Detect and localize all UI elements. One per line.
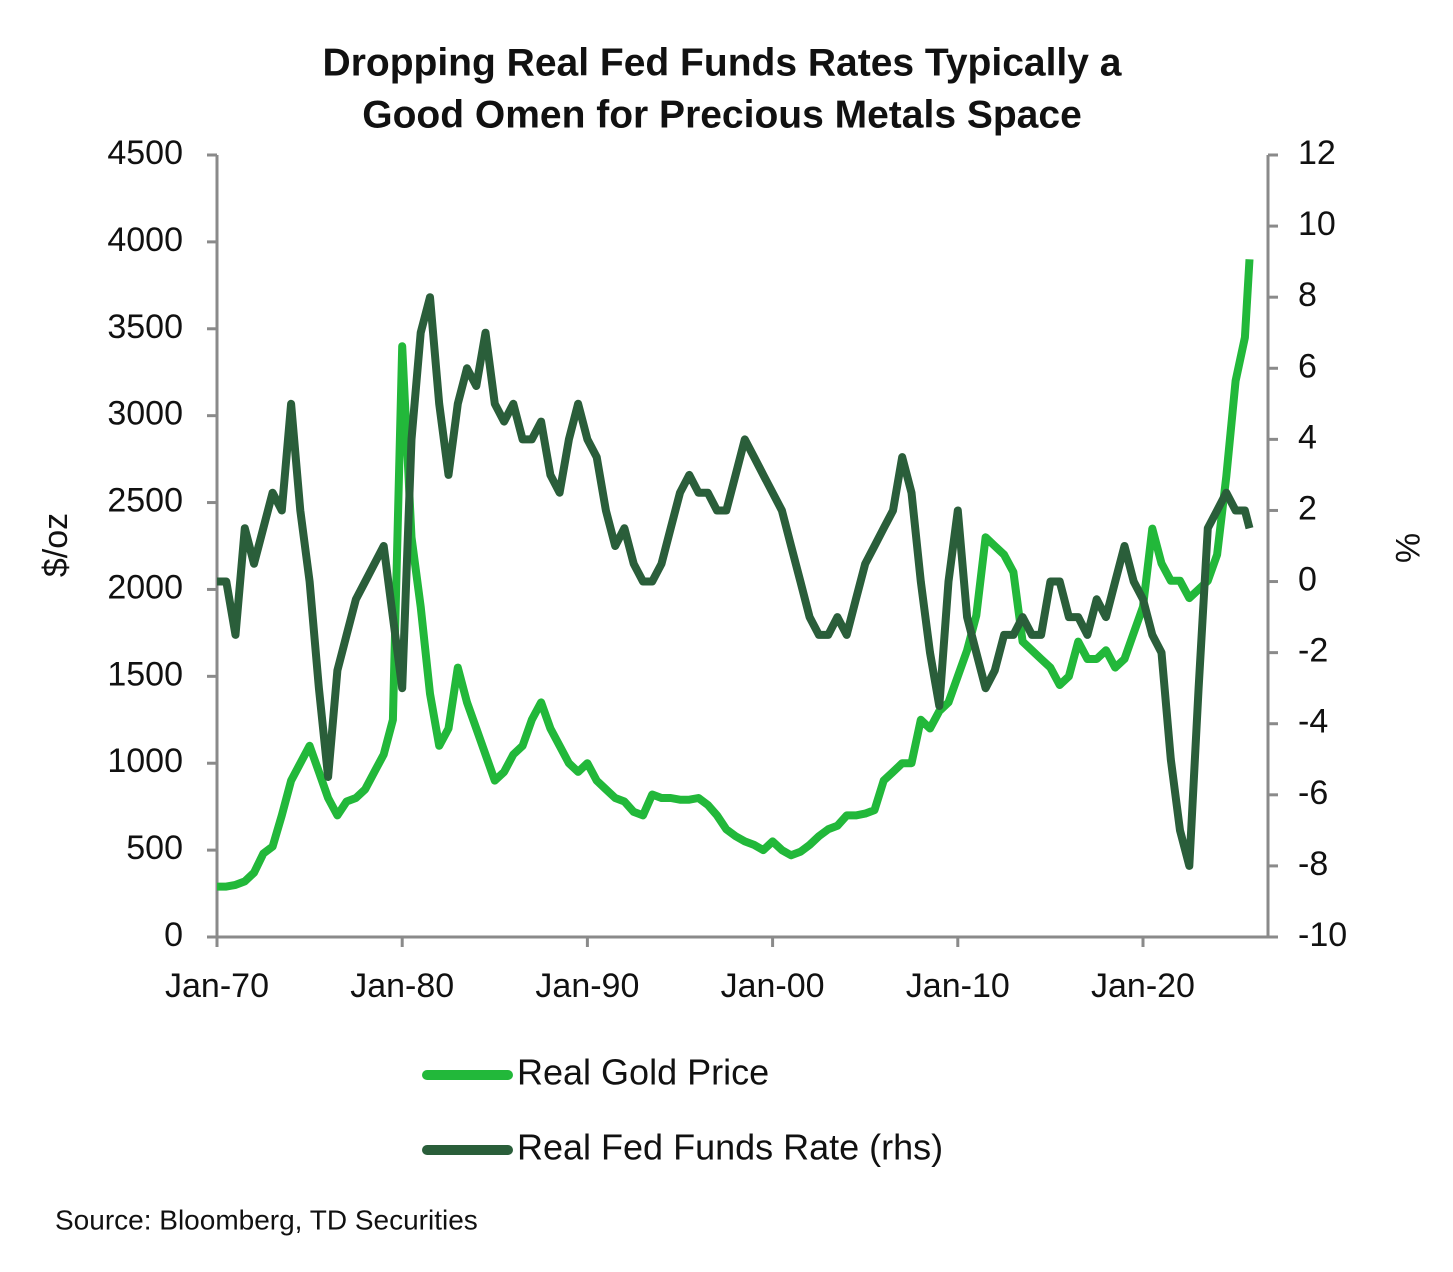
- x-tick-label: Jan-20: [1091, 967, 1195, 1005]
- x-tick-label: Jan-90: [535, 967, 639, 1005]
- chart-title: Good Omen for Precious Metals Space: [362, 93, 1082, 136]
- legend-label: Real Gold Price: [517, 1052, 769, 1093]
- y-tick-label: 1500: [107, 655, 183, 693]
- y-tick-label: 1000: [107, 742, 183, 780]
- y2-tick-label: -2: [1298, 632, 1328, 670]
- x-tick-label: Jan-80: [350, 967, 454, 1005]
- y2-tick-label: 8: [1298, 276, 1317, 314]
- chart-title: Dropping Real Fed Funds Rates Typically …: [323, 41, 1122, 84]
- y-tick-label: 4000: [107, 221, 183, 259]
- y-tick-label: 0: [164, 916, 183, 954]
- y-tick-label: 500: [126, 829, 183, 867]
- data-line: [217, 259, 1254, 891]
- y-axis-title: $/oz: [37, 513, 75, 577]
- y2-tick-label: 0: [1298, 561, 1317, 599]
- source-note: Source: Bloomberg, TD Securities: [55, 1204, 478, 1235]
- y2-tick-label: -10: [1298, 916, 1347, 954]
- y-tick-label: 2500: [107, 482, 183, 520]
- data-line: [217, 293, 1254, 870]
- y-tick-label: 2000: [107, 568, 183, 606]
- y2-tick-label: 10: [1298, 205, 1336, 243]
- y2-tick-label: 6: [1298, 347, 1317, 385]
- y-tick-label: 3000: [107, 395, 183, 433]
- y-tick-label: 3500: [107, 308, 183, 346]
- y2-tick-label: -8: [1298, 845, 1328, 883]
- y2-tick-label: -6: [1298, 774, 1328, 812]
- y2-tick-label: -4: [1298, 703, 1328, 741]
- y2-axis-title: %: [1388, 533, 1426, 563]
- y2-tick-label: 12: [1298, 134, 1336, 172]
- legend-label: Real Fed Funds Rate (rhs): [517, 1127, 943, 1168]
- y2-tick-label: 2: [1298, 489, 1317, 527]
- y-tick-label: 4500: [107, 134, 183, 172]
- y2-tick-label: 4: [1298, 418, 1317, 456]
- x-tick-label: Jan-00: [721, 967, 825, 1005]
- x-tick-label: Jan-10: [906, 967, 1010, 1005]
- x-tick-label: Jan-70: [165, 967, 269, 1005]
